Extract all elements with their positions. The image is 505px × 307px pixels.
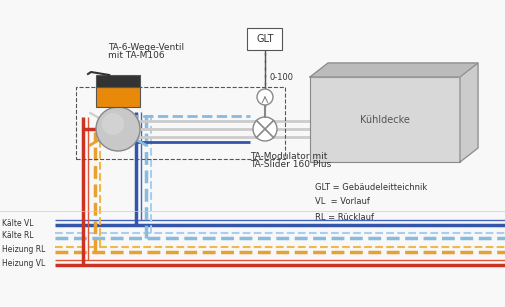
Text: mit TA-M106: mit TA-M106 — [108, 51, 164, 60]
Circle shape — [257, 89, 273, 105]
Circle shape — [252, 117, 276, 141]
Text: TA-Slider 160 Plus: TA-Slider 160 Plus — [249, 160, 331, 169]
Text: GLT = Gebäudeleitteichnik: GLT = Gebäudeleitteichnik — [315, 182, 426, 192]
Text: Kälte RL: Kälte RL — [2, 231, 33, 240]
Bar — [96, 87, 140, 107]
Text: RL = Rücklauf: RL = Rücklauf — [315, 212, 373, 221]
Text: Kälte VL: Kälte VL — [2, 219, 33, 227]
Bar — [96, 75, 140, 87]
FancyBboxPatch shape — [310, 77, 459, 162]
Text: Heizung RL: Heizung RL — [2, 246, 45, 255]
Text: TA-6-Wege-Ventil: TA-6-Wege-Ventil — [108, 43, 184, 52]
Text: TA-Modulator mit: TA-Modulator mit — [249, 152, 327, 161]
Polygon shape — [310, 63, 477, 77]
Circle shape — [102, 113, 124, 135]
Text: Kühldecke: Kühldecke — [360, 115, 409, 125]
Text: Heizung VL: Heizung VL — [2, 258, 45, 267]
Polygon shape — [459, 63, 477, 162]
Text: VL  = Vorlauf: VL = Vorlauf — [315, 197, 369, 207]
FancyBboxPatch shape — [247, 28, 282, 50]
Text: 0-100: 0-100 — [270, 72, 293, 81]
Circle shape — [96, 107, 140, 151]
Text: GLT: GLT — [256, 34, 273, 44]
